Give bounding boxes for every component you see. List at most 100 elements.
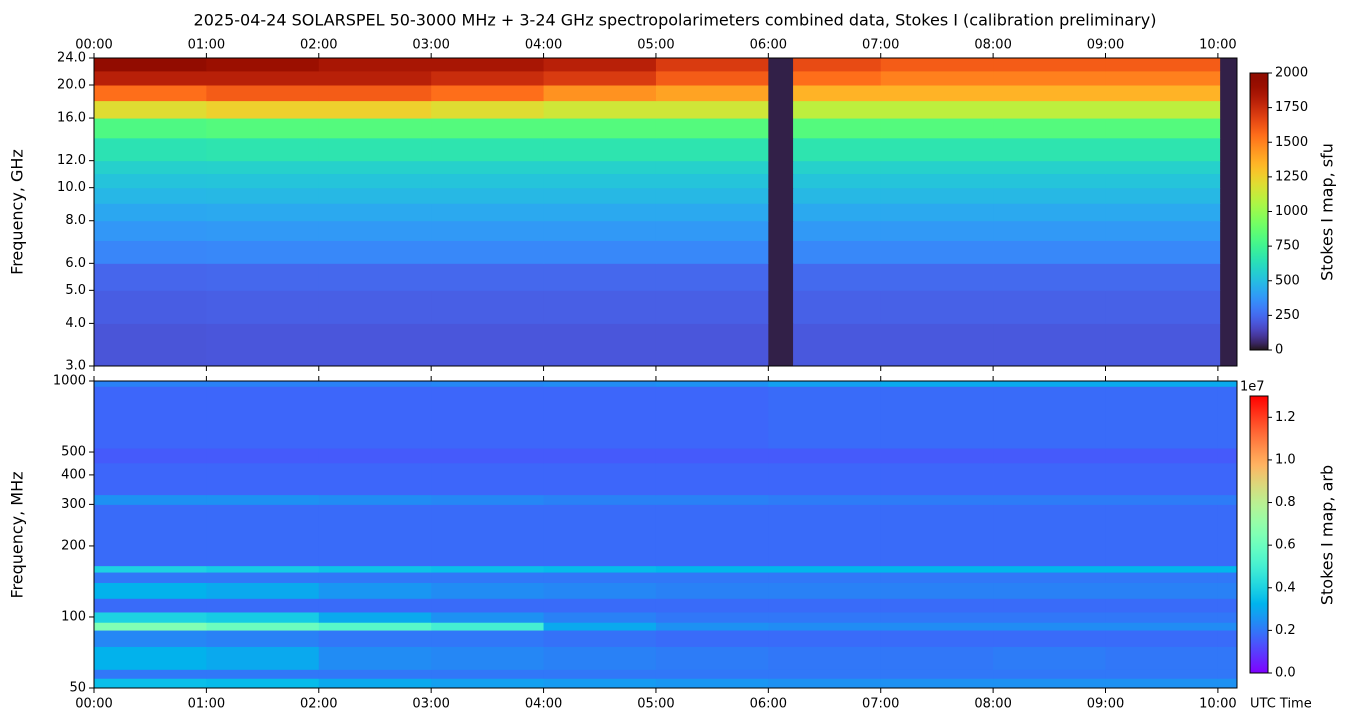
heatmap-cell (94, 448, 207, 464)
heatmap-cell (431, 173, 545, 189)
y-tick-label: 6.0 (65, 256, 86, 271)
heatmap-cell (1220, 220, 1238, 242)
heatmap-cell (993, 598, 1107, 613)
heatmap-cell (993, 572, 1107, 583)
y-tick-label: 20.0 (57, 78, 86, 93)
heatmap-cell (768, 448, 882, 464)
heatmap-cell (431, 220, 545, 242)
heatmap-cell (318, 572, 432, 583)
heatmap-cell (94, 646, 207, 670)
heatmap-cell (543, 240, 657, 264)
heatmap-cell (880, 386, 994, 449)
heatmap-cell (1105, 494, 1219, 505)
heatmap-cell (94, 290, 207, 324)
heatmap-cell (543, 462, 657, 496)
heatmap-cell (1105, 462, 1219, 496)
heatmap-cell (318, 582, 432, 599)
heatmap-cell (318, 160, 432, 175)
heatmap-cell (318, 240, 432, 264)
heatmap-cell (206, 290, 320, 324)
y-tick-label: 200 (61, 538, 86, 553)
heatmap-cell (655, 598, 769, 613)
heatmap-cell (655, 118, 769, 139)
heatmap-cell (768, 630, 882, 647)
x-tick-label: 06:00 (750, 697, 787, 712)
x-tick-label: 04:00 (525, 38, 562, 53)
colorbar-tick-label: 2000 (1275, 66, 1308, 81)
heatmap-cell (318, 100, 432, 119)
y-tick-label: 50 (69, 681, 86, 696)
heatmap-cell (655, 572, 769, 583)
heatmap-cell (206, 85, 320, 102)
heatmap-cell (880, 70, 994, 86)
heatmap-cell (1105, 646, 1219, 670)
x-tick-label: 07:00 (862, 697, 899, 712)
x-tick-label: 03:00 (412, 697, 449, 712)
x-tick-label: 01:00 (188, 38, 225, 53)
heatmap-cell (318, 669, 432, 679)
heatmap-cell (768, 669, 882, 679)
heatmap-cell (431, 572, 545, 583)
heatmap-cell (431, 630, 545, 647)
heatmap-cell (94, 462, 207, 496)
heatmap-cell (880, 323, 994, 367)
heatmap-cell (768, 203, 794, 222)
colorbar-tick-label: 500 (1275, 273, 1300, 288)
heatmap-cell (793, 263, 882, 291)
y-tick-label: 300 (61, 497, 86, 512)
x-tick-label: 09:00 (1087, 697, 1124, 712)
colorbar-tick-label: 250 (1275, 308, 1300, 323)
heatmap-cell (94, 630, 207, 647)
y-tick-label: 400 (61, 467, 86, 482)
heatmap-cell (880, 646, 994, 670)
heatmap-cell (543, 220, 657, 242)
y-tick-label: 100 (61, 609, 86, 624)
colorbar-tick-label: 0 (1275, 343, 1283, 358)
heatmap-cell (1217, 504, 1238, 567)
heatmap-cell (880, 462, 994, 496)
heatmap-cell (431, 386, 545, 449)
heatmap-cell (543, 173, 657, 189)
heatmap-cell (655, 58, 769, 72)
y-axis-label: Frequency, MHz (8, 471, 27, 598)
heatmap-cell (1105, 622, 1219, 631)
heatmap-cell (431, 646, 545, 670)
heatmap-cell (318, 622, 432, 631)
heatmap-cell (655, 160, 769, 175)
y-tick-label: 8.0 (65, 213, 86, 228)
heatmap-cell (318, 611, 432, 623)
heatmap-cell (793, 70, 882, 86)
heatmap-cell (94, 203, 207, 222)
heatmap-cell (993, 100, 1107, 119)
heatmap-cell (1105, 240, 1221, 264)
heatmap-cell (793, 290, 882, 324)
heatmap-cell (793, 137, 882, 162)
plot-frame (93, 380, 1238, 689)
heatmap-cell (993, 582, 1107, 599)
heatmap-cell (206, 118, 320, 139)
heatmap-cell (543, 572, 657, 583)
x-tick-label: 02:00 (300, 38, 337, 53)
heatmap-cell (1105, 381, 1219, 387)
heatmap-cell (206, 622, 320, 631)
heatmap-cell (993, 187, 1107, 204)
heatmap-cell (206, 220, 320, 242)
heatmap-cell (1217, 386, 1238, 449)
colorbar-tick-label: 0.0 (1275, 666, 1296, 681)
heatmap-cell (993, 85, 1107, 102)
heatmap-cell (880, 669, 994, 679)
heatmap-cell (431, 290, 545, 324)
x-tick-label: 02:00 (300, 697, 337, 712)
heatmap-cell (543, 622, 657, 631)
heatmap-cell (993, 70, 1107, 86)
heatmap-cell (206, 173, 320, 189)
heatmap-cell (318, 85, 432, 102)
colorbar (1249, 72, 1269, 351)
heatmap-cell (431, 598, 545, 613)
heatmap-cell (793, 220, 882, 242)
x-tick-label: 07:00 (862, 38, 899, 53)
heatmap-cell (993, 646, 1107, 670)
x-axis-label: UTC Time (1250, 697, 1312, 712)
heatmap-cell (768, 504, 882, 567)
x-tick-label: 10:00 (1199, 697, 1236, 712)
